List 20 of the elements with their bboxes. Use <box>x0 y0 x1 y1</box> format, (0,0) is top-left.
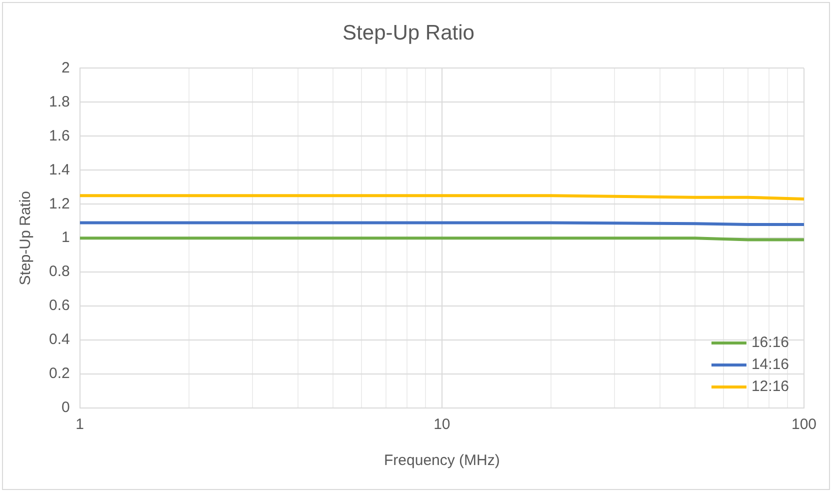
y-tick-label: 1.8 <box>48 93 70 110</box>
legend-label: 12:16 <box>751 378 790 396</box>
x-axis-title: Frequency (MHz) <box>384 452 500 470</box>
x-tick-label: 10 <box>434 416 450 434</box>
legend-label: 14:16 <box>751 356 790 374</box>
y-axis-title: Step-Up Ratio <box>17 190 34 286</box>
y-tick-label: 2 <box>62 59 70 76</box>
y-tick-label: 1 <box>62 229 70 246</box>
y-tick-label: 0.2 <box>48 365 70 382</box>
y-tick-label: 0.4 <box>48 331 70 348</box>
x-tick-label: 1 <box>76 416 84 434</box>
y-tick-label: 1.4 <box>48 161 70 178</box>
legend-label: 16:16 <box>751 334 790 352</box>
chart-title: Step-Up Ratio <box>342 21 474 44</box>
y-tick-label: 0.8 <box>48 263 70 280</box>
y-tick-label: 0 <box>62 399 70 416</box>
x-tick-label: 100 <box>791 416 817 434</box>
y-tick-label: 0.6 <box>48 297 70 314</box>
y-tick-label: 1.6 <box>48 127 70 144</box>
y-tick-label: 1.2 <box>48 195 70 212</box>
